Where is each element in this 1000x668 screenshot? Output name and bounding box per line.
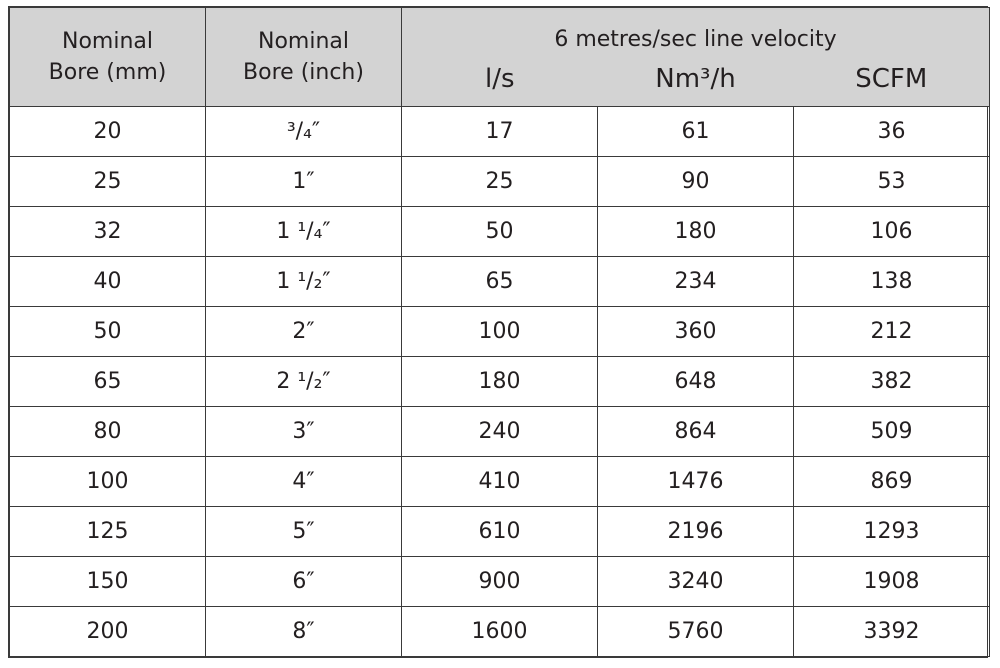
header-litres-per-second: l/s (401, 54, 598, 107)
cell-scfm: 212 (792, 306, 991, 357)
cell-scfm: 1293 (792, 506, 991, 557)
table-row: 200 8″ 1600 5760 3392 (9, 606, 991, 657)
header-line: Nominal (62, 29, 153, 54)
table-row: 150 6″ 900 3240 1908 (9, 556, 991, 607)
cell-bore-inch: 2″ (205, 306, 402, 357)
cell-litres-per-second: 180 (401, 356, 598, 407)
cell-nm3-per-hour: 1476 (597, 456, 794, 507)
cell-nm3-per-hour: 864 (597, 406, 794, 457)
cell-litres-per-second: 1600 (401, 606, 598, 657)
cell-litres-per-second: 610 (401, 506, 598, 557)
header-line: Bore (mm) (48, 60, 167, 85)
cell-bore-mm: 125 (9, 506, 206, 557)
cell-scfm: 138 (792, 256, 991, 307)
cell-bore-inch: 1 ¹/₄″ (205, 206, 402, 257)
header-line: Nominal (258, 29, 349, 54)
header-nominal-bore-mm: Nominal Bore (mm) (9, 7, 206, 107)
table-row: 50 2″ 100 360 212 (9, 306, 991, 357)
cell-bore-inch: 8″ (205, 606, 402, 657)
cell-bore-mm: 40 (9, 256, 206, 307)
cell-nm3-per-hour: 648 (597, 356, 794, 407)
cell-bore-inch: ³/₄″ (205, 106, 402, 157)
cell-litres-per-second: 25 (401, 156, 598, 207)
cell-nm3-per-hour: 2196 (597, 506, 794, 557)
cell-bore-mm: 32 (9, 206, 206, 257)
cell-bore-mm: 65 (9, 356, 206, 407)
cell-bore-mm: 25 (9, 156, 206, 207)
cell-bore-inch: 1″ (205, 156, 402, 207)
cell-litres-per-second: 50 (401, 206, 598, 257)
cell-litres-per-second: 900 (401, 556, 598, 607)
cell-bore-inch: 5″ (205, 506, 402, 557)
cell-litres-per-second: 240 (401, 406, 598, 457)
cell-bore-mm: 80 (9, 406, 206, 457)
cell-nm3-per-hour: 3240 (597, 556, 794, 607)
table-row: 25 1″ 25 90 53 (9, 156, 991, 207)
header-nominal-bore-inch: Nominal Bore (inch) (205, 7, 402, 107)
header-normal-cubic-metres-per-hour: Nm³/h (597, 54, 794, 107)
cell-litres-per-second: 65 (401, 256, 598, 307)
cell-scfm: 3392 (792, 606, 991, 657)
cell-bore-mm: 50 (9, 306, 206, 357)
table-row: 32 1 ¹/₄″ 50 180 106 (9, 206, 991, 257)
cell-bore-mm: 150 (9, 556, 206, 607)
table-row: 80 3″ 240 864 509 (9, 406, 991, 457)
cell-bore-mm: 200 (9, 606, 206, 657)
cell-nm3-per-hour: 360 (597, 306, 794, 357)
cell-litres-per-second: 100 (401, 306, 598, 357)
cell-scfm: 36 (792, 106, 991, 157)
cell-scfm: 869 (792, 456, 991, 507)
cell-nm3-per-hour: 61 (597, 106, 794, 157)
cell-scfm: 106 (792, 206, 991, 257)
bore-flow-table: Nominal Bore (mm) Nominal Bore (inch) 6 … (8, 6, 991, 658)
table-header: Nominal Bore (mm) Nominal Bore (inch) 6 … (9, 7, 991, 107)
cell-scfm: 1908 (792, 556, 991, 607)
cell-litres-per-second: 17 (401, 106, 598, 157)
cell-bore-inch: 2 ¹/₂″ (205, 356, 402, 407)
cell-scfm: 382 (792, 356, 991, 407)
table-row: 40 1 ¹/₂″ 65 234 138 (9, 256, 991, 307)
cell-bore-inch: 1 ¹/₂″ (205, 256, 402, 307)
cell-nm3-per-hour: 234 (597, 256, 794, 307)
cell-bore-inch: 4″ (205, 456, 402, 507)
cell-bore-mm: 20 (9, 106, 206, 157)
cell-nm3-per-hour: 5760 (597, 606, 794, 657)
cell-bore-inch: 3″ (205, 406, 402, 457)
data-table: Nominal Bore (mm) Nominal Bore (inch) 6 … (9, 7, 991, 657)
table-row: 125 5″ 610 2196 1293 (9, 506, 991, 557)
header-scfm: SCFM (793, 54, 991, 107)
header-line: Bore (inch) (243, 60, 364, 85)
cell-scfm: 509 (792, 406, 991, 457)
table-row: 65 2 ¹/₂″ 180 648 382 (9, 356, 991, 407)
cell-scfm: 53 (792, 156, 991, 207)
cell-bore-inch: 6″ (205, 556, 402, 607)
cell-nm3-per-hour: 180 (597, 206, 794, 257)
cell-bore-mm: 100 (9, 456, 206, 507)
cell-nm3-per-hour: 90 (597, 156, 794, 207)
header-line-velocity-group: 6 metres/sec line velocity (400, 7, 991, 54)
table-row: 100 4″ 410 1476 869 (9, 456, 991, 507)
table-body: 20 ³/₄″ 17 61 36 25 1″ 25 90 53 32 1 ¹/₄″ 50 180 106 40… (9, 106, 991, 657)
table-row: 20 ³/₄″ 17 61 36 (9, 106, 991, 157)
cell-litres-per-second: 410 (401, 456, 598, 507)
